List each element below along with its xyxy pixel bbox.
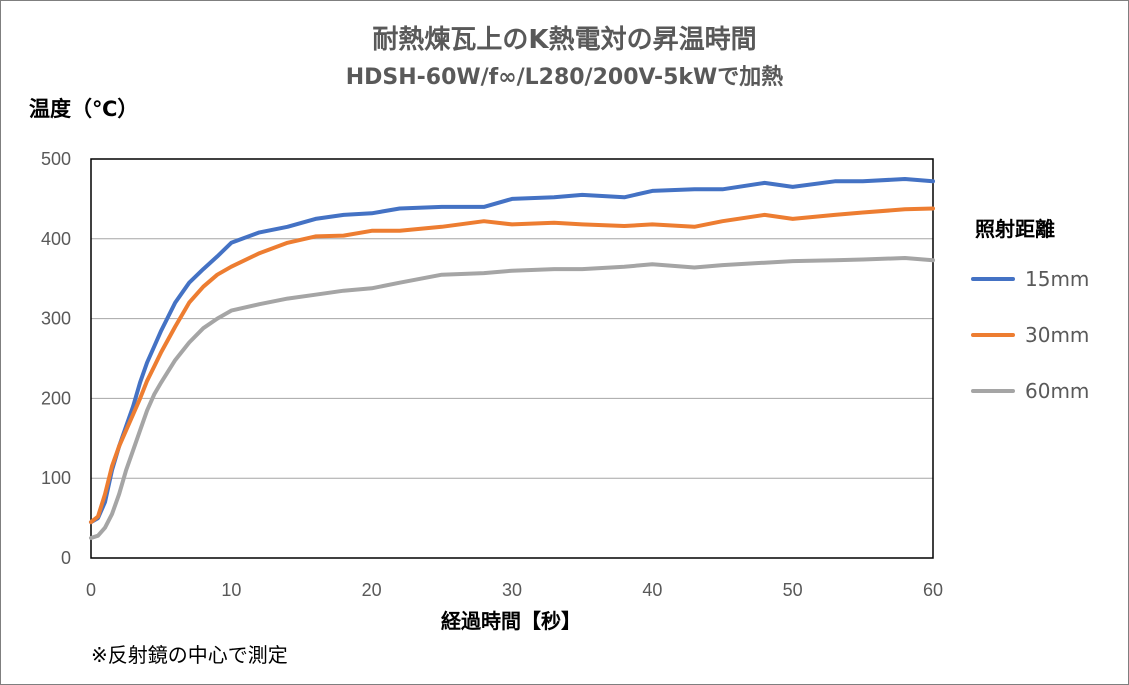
x-tick-10: 10 <box>221 580 241 600</box>
chart-subtitle: HDSH-60W/f∞/L280/200V-5kWで加熱 <box>345 65 784 90</box>
series-line-30mm <box>89 206 935 525</box>
measurement-note: ※反射鏡の中心で測定 <box>91 643 288 667</box>
legend-swatch-60mm <box>971 389 1015 393</box>
legend-item-60mm: 60mm <box>971 379 1089 403</box>
y-tick-400: 400 <box>41 229 71 249</box>
legend-title: 照射距離 <box>975 217 1055 241</box>
series-line-15mm <box>89 177 935 525</box>
y-axis-label: 温度（℃） <box>29 97 139 121</box>
y-tick-100: 100 <box>41 468 71 488</box>
x-axis-label: 経過時間【秒】 <box>441 609 581 633</box>
x-tick-60: 60 <box>923 580 943 600</box>
x-tick-50: 50 <box>783 580 803 600</box>
y-tick-300: 300 <box>41 309 71 329</box>
plot-border <box>90 158 934 559</box>
series-line-60mm <box>89 256 935 540</box>
legend-item-15mm: 15mm <box>971 267 1089 291</box>
legend-item-30mm: 30mm <box>971 323 1089 347</box>
legend-label-30mm: 30mm <box>1025 323 1090 347</box>
chart-title: 耐熱煉瓦上のK熱電対の昇温時間 <box>372 25 757 55</box>
x-tick-20: 20 <box>362 580 382 600</box>
x-tick-0: 0 <box>86 580 96 600</box>
y-tick-0: 0 <box>61 548 71 568</box>
legend-swatch-30mm <box>971 333 1015 337</box>
x-tick-30: 30 <box>502 580 522 600</box>
legend-label-15mm: 15mm <box>1025 267 1090 291</box>
y-tick-500: 500 <box>41 149 71 169</box>
legend-swatch-15mm <box>971 277 1015 281</box>
legend-label-60mm: 60mm <box>1025 379 1090 403</box>
x-tick-40: 40 <box>642 580 662 600</box>
y-tick-200: 200 <box>41 388 71 408</box>
